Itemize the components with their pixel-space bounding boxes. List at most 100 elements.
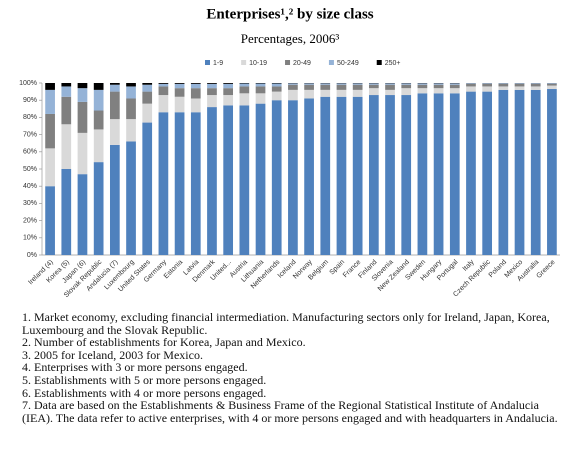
bar-segment: [482, 83, 493, 84]
y-tick-label: 50%: [23, 166, 37, 173]
bar-segment: [482, 83, 493, 87]
bar-segment: [109, 91, 120, 120]
legend-label: 50-249: [337, 60, 359, 67]
y-tick-label: 60%: [23, 149, 37, 156]
bar-segment: [45, 186, 55, 255]
legend-label: 20-49: [293, 60, 311, 67]
bar-segment: [93, 83, 104, 90]
bar-segment: [255, 93, 266, 104]
bar-segment: [514, 83, 525, 87]
bar-segment: [417, 84, 428, 89]
bar-segment: [271, 83, 282, 84]
bar-segment: [45, 148, 55, 187]
bar-segment: [142, 122, 153, 255]
bar-segment: [368, 95, 379, 255]
bar-segment: [223, 83, 234, 84]
bar-segment: [158, 86, 169, 96]
bar-segment: [417, 83, 428, 85]
y-tick-label: 20%: [23, 217, 37, 224]
bar-segment: [61, 96, 72, 125]
bar-segment: [368, 84, 379, 89]
chart-subtitle: Percentages, 2006³: [241, 31, 340, 46]
bar-segment: [239, 83, 250, 84]
note: 2. Number of establishments for Korea, J…: [22, 335, 306, 350]
bar-segment: [158, 95, 169, 113]
bar-segment: [158, 83, 169, 84]
bar-segment: [433, 83, 444, 85]
bar-segment: [109, 144, 120, 255]
bar-segment: [158, 83, 169, 87]
bar-segment: [433, 93, 444, 255]
bar-segment: [207, 83, 217, 89]
bar-segment: [142, 91, 153, 104]
bar-segment: [126, 141, 136, 255]
bar-segment: [498, 83, 509, 87]
bar-segment: [304, 83, 314, 85]
bar-segment: [126, 119, 136, 142]
bar-segment: [401, 84, 412, 89]
y-tick-label: 70%: [23, 131, 37, 138]
y-tick-label: 80%: [23, 114, 37, 121]
bar-segment: [336, 89, 347, 97]
bar-segment: [223, 88, 234, 96]
bar-segment: [304, 84, 314, 90]
bar-segment: [142, 84, 153, 92]
legend-swatch: [328, 60, 334, 65]
bar-segment: [190, 112, 201, 256]
bar-segment: [255, 83, 266, 87]
bar-segment: [126, 86, 136, 99]
y-tick-label: 0%: [27, 252, 37, 259]
bar-segment: [401, 95, 412, 255]
note: 1. Market economy, excluding financial i…: [22, 310, 550, 337]
bar-segment: [449, 84, 460, 89]
bar-segment: [530, 83, 541, 84]
bar-segment: [433, 84, 444, 89]
bar-segment: [61, 86, 72, 97]
bar-segment: [77, 174, 88, 255]
bar-segment: [61, 124, 72, 169]
bar-segment: [239, 83, 250, 87]
bar-segment: [207, 83, 217, 84]
bar-segment: [466, 83, 476, 87]
bar-segment: [288, 83, 298, 85]
bar-segment: [514, 89, 525, 255]
bar-segment: [77, 83, 88, 89]
legend-label: 250+: [385, 60, 401, 67]
legend-swatch: [376, 60, 382, 65]
bar-segment: [271, 86, 282, 92]
bar-segment: [449, 83, 460, 85]
bar-segment: [368, 88, 379, 96]
bar-segment: [109, 119, 120, 145]
bar-segment: [320, 96, 331, 255]
legend-swatch: [241, 60, 247, 65]
bar-segment: [336, 96, 347, 255]
bar-segment: [271, 100, 282, 255]
bar-segment: [207, 95, 217, 108]
y-tick-label: 10%: [23, 235, 37, 242]
bar-segment: [449, 93, 460, 255]
bar-segment: [255, 83, 266, 84]
chart-title: Enterprises¹,² by size class: [206, 6, 373, 22]
bar-segment: [352, 83, 363, 85]
bar-segment: [239, 105, 250, 255]
bar-segment: [142, 103, 153, 123]
y-tick-label: 90%: [23, 97, 37, 104]
bar-segment: [174, 83, 185, 84]
bar-segment: [255, 86, 266, 94]
note: 5. Establishments with 5 or more persons…: [22, 372, 267, 387]
y-tick-label: 100%: [19, 80, 37, 87]
bar-segment: [449, 88, 460, 94]
bar-segment: [239, 86, 250, 94]
bar-segment: [288, 84, 298, 90]
bar-segment: [239, 93, 250, 106]
bar-segment: [514, 86, 525, 90]
bar-segment: [45, 83, 55, 90]
bar-segment: [401, 83, 412, 85]
bar-segment: [93, 89, 104, 111]
bar-segment: [190, 83, 201, 89]
bar-segment: [530, 83, 541, 87]
bar-segment: [498, 83, 509, 84]
bar-segment: [174, 112, 185, 256]
bar-segment: [45, 89, 55, 114]
bar-segment: [207, 88, 217, 96]
